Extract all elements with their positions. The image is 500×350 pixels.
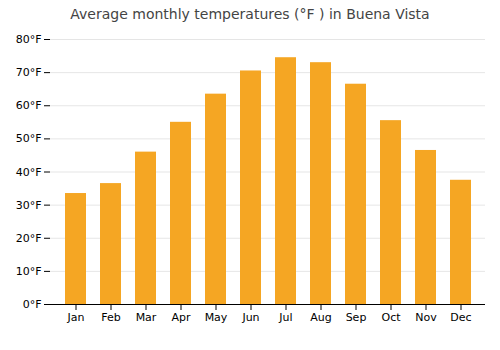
svg-text:Dec: Dec — [450, 311, 471, 324]
svg-text:Aug: Aug — [310, 311, 331, 324]
svg-text:Oct: Oct — [381, 311, 401, 324]
svg-text:Apr: Apr — [171, 311, 191, 324]
svg-text:Jan: Jan — [67, 311, 85, 324]
svg-text:80°F: 80°F — [16, 33, 42, 46]
svg-text:Sep: Sep — [346, 311, 367, 324]
svg-text:Jun: Jun — [241, 311, 259, 324]
svg-text:Feb: Feb — [101, 311, 120, 324]
svg-text:70°F: 70°F — [16, 66, 42, 79]
svg-text:50°F: 50°F — [16, 132, 42, 145]
svg-text:20°F: 20°F — [16, 232, 42, 245]
svg-text:30°F: 30°F — [16, 199, 42, 212]
svg-text:Nov: Nov — [415, 311, 437, 324]
svg-text:Mar: Mar — [136, 311, 157, 324]
svg-text:Jul: Jul — [278, 311, 292, 324]
svg-text:10°F: 10°F — [16, 265, 42, 278]
svg-text:May: May — [205, 311, 228, 324]
svg-text:40°F: 40°F — [16, 166, 42, 179]
svg-text:60°F: 60°F — [16, 99, 42, 112]
html-text:Average monthly temperatures (: Average monthly temperatures (°F ) in Bu… — [70, 6, 430, 22]
svg-text:0°F: 0°F — [23, 298, 42, 311]
